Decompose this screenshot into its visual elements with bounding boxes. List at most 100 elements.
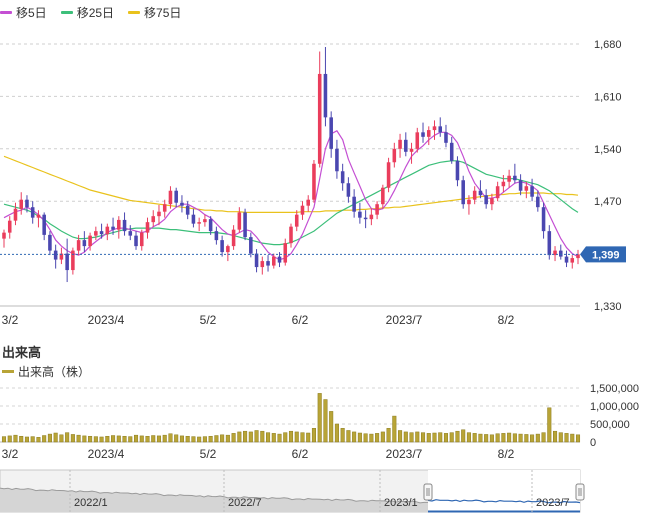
candle [472, 186, 477, 205]
candle-body [105, 226, 110, 235]
candle-body [335, 148, 339, 172]
candle [323, 46, 328, 127]
candle-body [484, 195, 488, 205]
candle-body [449, 142, 454, 161]
volume-bar [564, 433, 569, 443]
volume-bar [243, 430, 248, 443]
candle-body [421, 132, 425, 137]
volume-bar [547, 407, 552, 443]
volume-tick-label: 500,000 [590, 419, 630, 431]
candle-body [231, 229, 236, 247]
volume-x-tick-label: 8/2 [498, 447, 515, 461]
volume-bar [329, 411, 334, 443]
candle-body [208, 219, 213, 232]
candle [524, 181, 529, 199]
candle [294, 210, 299, 232]
volume-bar [174, 434, 179, 443]
candle-body [478, 190, 483, 196]
candle-body [174, 190, 178, 203]
candle-body [260, 261, 265, 268]
legend-ma5[interactable]: 移5日 [0, 4, 47, 21]
candle-body [306, 199, 310, 206]
navigator-handle[interactable] [423, 483, 433, 501]
candle-body [289, 226, 293, 244]
volume-bar [380, 431, 385, 443]
volume-bar [311, 428, 316, 443]
candle-body [386, 162, 391, 188]
candle [306, 195, 310, 212]
candle [398, 133, 402, 158]
volume-bar [420, 432, 426, 443]
volume-bar [7, 435, 12, 443]
candle [42, 212, 46, 241]
candle [375, 201, 379, 220]
volume-bar [53, 432, 58, 443]
volume-bar [145, 435, 150, 443]
candle-body [547, 231, 552, 256]
volume-bar [116, 435, 121, 443]
candle [180, 195, 184, 213]
volume-bar [518, 433, 523, 443]
candle-body [203, 219, 207, 223]
candle-body [438, 126, 443, 133]
volume-bar [111, 435, 116, 443]
volume-bar [185, 435, 190, 443]
candle [76, 234, 81, 256]
navigator-selection[interactable] [428, 470, 580, 512]
candle-body [128, 231, 133, 236]
legend-ma5-label: 移5日 [16, 6, 47, 20]
price-tick-label: 1,330 [594, 301, 622, 313]
candle-body [455, 160, 460, 181]
volume-x-tick-label: 5/2 [200, 447, 217, 461]
candle [260, 256, 265, 275]
candle [13, 202, 18, 226]
volume-x-tick-label: 2023/4 [88, 447, 125, 461]
candle [231, 225, 236, 250]
navigator-handle[interactable] [575, 483, 585, 501]
volume-bar [93, 436, 98, 443]
legend-ma75[interactable]: 移75日 [128, 4, 181, 21]
volume-bar [99, 436, 104, 443]
candle [226, 244, 230, 262]
volume-bar [128, 436, 133, 443]
candle [117, 216, 121, 239]
candle-body [513, 175, 517, 181]
volume-bar [558, 432, 563, 443]
candle-body [426, 130, 431, 137]
candle-body [346, 183, 351, 197]
candle [432, 120, 437, 140]
candle-body [495, 186, 500, 199]
candle [71, 247, 75, 275]
legend-ma25[interactable]: 移25日 [60, 4, 115, 21]
candle [88, 232, 92, 251]
candle [122, 212, 127, 236]
candle-body [272, 256, 276, 266]
candle [381, 184, 385, 209]
volume-bar [76, 434, 81, 443]
volume-bar [507, 432, 512, 443]
navigator-handle-body[interactable] [575, 483, 585, 501]
candle [335, 139, 339, 179]
volume-bar [346, 430, 351, 443]
volume-bar [524, 434, 529, 443]
volume-bar [59, 434, 64, 443]
candle-body [254, 253, 259, 268]
candle-body [564, 256, 569, 263]
candle-body [444, 132, 448, 143]
volume-bar [1, 436, 7, 443]
candle [346, 177, 351, 203]
navigator-handle-body[interactable] [423, 483, 433, 501]
navigator[interactable]: 2022/1 2022/7 2023/1 2023/7 [0, 469, 585, 513]
volume-bar [197, 436, 202, 443]
legend-ma25-label: 移25日 [76, 6, 115, 20]
candle-body [317, 73, 322, 164]
candle [105, 223, 110, 241]
candle [559, 244, 563, 260]
volume-bar [162, 434, 167, 443]
candle [449, 136, 454, 164]
volume-bar [323, 399, 328, 443]
volume-bar [466, 432, 471, 443]
candle-body [369, 214, 374, 220]
volume-bar [214, 435, 219, 443]
candle-body [312, 163, 316, 200]
